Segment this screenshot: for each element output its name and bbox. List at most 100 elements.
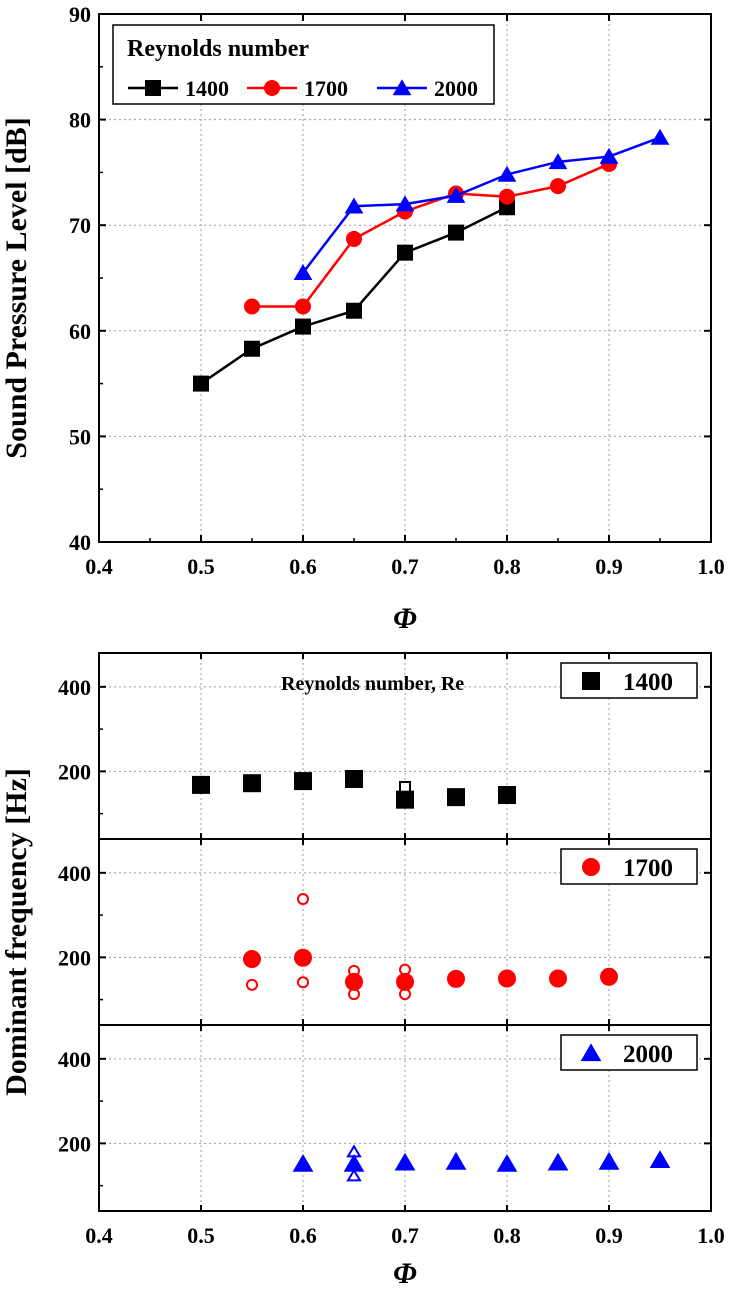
data-point-1700 bbox=[396, 972, 414, 991]
data-point-1400 bbox=[243, 774, 261, 793]
secondary-point-1700 bbox=[246, 978, 258, 991]
data-point-1700 bbox=[346, 230, 362, 247]
y-tick-label: 400 bbox=[58, 675, 91, 700]
legend-label-1700: 1700 bbox=[304, 76, 348, 101]
data-point-1700 bbox=[549, 969, 567, 988]
data-point-1700 bbox=[243, 950, 261, 969]
data-point-1700 bbox=[345, 972, 363, 991]
annotation-reynolds: Reynolds number, Re bbox=[281, 673, 464, 695]
data-point-1400 bbox=[448, 224, 464, 241]
data-point-2000 bbox=[497, 165, 517, 182]
legend-label-1400: 1400 bbox=[185, 76, 229, 101]
data-point-1700 bbox=[294, 948, 312, 967]
x-tick-label: 1.0 bbox=[697, 1223, 725, 1248]
series-2000 bbox=[293, 128, 670, 280]
panel-frame bbox=[98, 1024, 712, 1212]
legend-marker-1400 bbox=[145, 80, 161, 96]
panel-legend-label-1700: 1700 bbox=[623, 855, 673, 882]
top-chart: 0.4 0.5 0.6 0.7 0.8 0.9 1.0 40 50 60 70 80 90 Reynold… bbox=[0, 2, 725, 635]
x-tick-label: 1.0 bbox=[697, 554, 725, 579]
data-point-2000 bbox=[548, 153, 568, 170]
x-tick-label: 0.4 bbox=[85, 554, 113, 579]
data-point-1400 bbox=[244, 340, 260, 357]
x-tick-label: 0.8 bbox=[493, 1223, 521, 1248]
x-tick-label: 0.6 bbox=[289, 554, 317, 579]
data-point-2000 bbox=[446, 186, 466, 203]
top-legend: Reynolds number 1400 1700 2000 bbox=[112, 24, 495, 105]
y-tick-label: 400 bbox=[58, 1047, 91, 1072]
y-tick-label: 40 bbox=[69, 530, 91, 555]
data-point-1400 bbox=[498, 786, 516, 805]
data-point-1700 bbox=[447, 969, 465, 988]
panel-1400: 200 400 1400 bbox=[58, 652, 712, 840]
data-point-1400 bbox=[193, 375, 209, 392]
data-point-1400 bbox=[192, 775, 210, 794]
data-point-1700 bbox=[244, 298, 260, 315]
legend-label-2000: 2000 bbox=[434, 76, 478, 101]
legend-box bbox=[112, 24, 495, 105]
data-point-2000 bbox=[599, 147, 619, 164]
data-point-1400 bbox=[346, 302, 362, 319]
data-point-2000 bbox=[650, 128, 670, 145]
series-1700 bbox=[244, 155, 617, 315]
data-point-1400 bbox=[295, 318, 311, 335]
panel-legend-marker-1400 bbox=[582, 672, 600, 690]
top-gridlines bbox=[99, 14, 711, 542]
secondary-point-1700 bbox=[297, 976, 309, 989]
panel-legend-marker-2000 bbox=[580, 1043, 602, 1062]
series-line-1700 bbox=[252, 162, 610, 308]
panel-2000: 200 400 2000 bbox=[58, 1024, 712, 1212]
x-tick-label: 0.6 bbox=[289, 1223, 317, 1248]
y-tick-label: 50 bbox=[69, 424, 91, 449]
x-tick-label: 0.9 bbox=[595, 554, 623, 579]
x-tick-label: 0.4 bbox=[85, 1223, 113, 1248]
y-tick-label: 60 bbox=[69, 319, 91, 344]
panel-legend-label-2000: 2000 bbox=[623, 1041, 673, 1068]
top-x-axis-label: Φ bbox=[393, 602, 417, 635]
data-point-2000 bbox=[496, 1154, 518, 1172]
data-point-1400 bbox=[345, 769, 363, 788]
x-tick-label: 0.5 bbox=[187, 1223, 215, 1248]
legend-title: Reynolds number bbox=[127, 36, 309, 62]
data-point-1400 bbox=[397, 244, 413, 261]
bottom-chart: 200 400 1400 200 400 1700 200 400 2000 Reynolds n… bbox=[0, 652, 725, 1290]
data-point-2000 bbox=[649, 1150, 671, 1168]
data-point-1400 bbox=[447, 788, 465, 807]
y-tick-label: 200 bbox=[58, 759, 91, 784]
data-point-2000 bbox=[344, 197, 364, 214]
data-point-2000 bbox=[394, 1152, 416, 1171]
x-tick-label: 0.7 bbox=[391, 554, 419, 579]
data-point-1700 bbox=[499, 188, 515, 205]
data-point-2000 bbox=[547, 1152, 569, 1171]
panel-legend-label-1400: 1400 bbox=[623, 669, 673, 696]
panel-legend-box bbox=[560, 1034, 698, 1071]
x-tick-label: 0.8 bbox=[493, 554, 521, 579]
top-plot-frame bbox=[98, 13, 712, 543]
series-line-2000 bbox=[302, 136, 661, 274]
data-point-1400 bbox=[396, 790, 414, 809]
data-point-2000 bbox=[343, 1154, 365, 1172]
y-tick-label: 70 bbox=[69, 213, 91, 238]
bottom-x-axis-label: Φ bbox=[393, 1257, 417, 1290]
data-point-2000 bbox=[445, 1151, 467, 1170]
y-tick-label: 400 bbox=[58, 861, 91, 886]
series-1400 bbox=[193, 199, 515, 392]
panel-1700: 200 400 1700 bbox=[58, 838, 712, 1026]
secondary-point-2000 bbox=[346, 1168, 362, 1182]
secondary-point-1400 bbox=[399, 781, 411, 794]
legend-marker-2000 bbox=[392, 79, 412, 96]
data-point-2000 bbox=[292, 1154, 314, 1172]
bottom-y-axis-label: Dominant frequency [Hz] bbox=[0, 768, 33, 1096]
x-tick-label: 0.5 bbox=[187, 554, 215, 579]
data-point-2000 bbox=[598, 1151, 620, 1170]
data-point-1700 bbox=[550, 178, 566, 195]
data-point-2000 bbox=[293, 263, 313, 280]
legend-marker-1700 bbox=[264, 80, 280, 96]
y-tick-label: 200 bbox=[58, 945, 91, 970]
data-point-1400 bbox=[294, 772, 312, 791]
panel-legend-marker-1700 bbox=[582, 858, 600, 876]
panel-gridlines bbox=[99, 1025, 711, 1211]
data-point-1700 bbox=[295, 298, 311, 315]
y-tick-label: 80 bbox=[69, 108, 91, 133]
